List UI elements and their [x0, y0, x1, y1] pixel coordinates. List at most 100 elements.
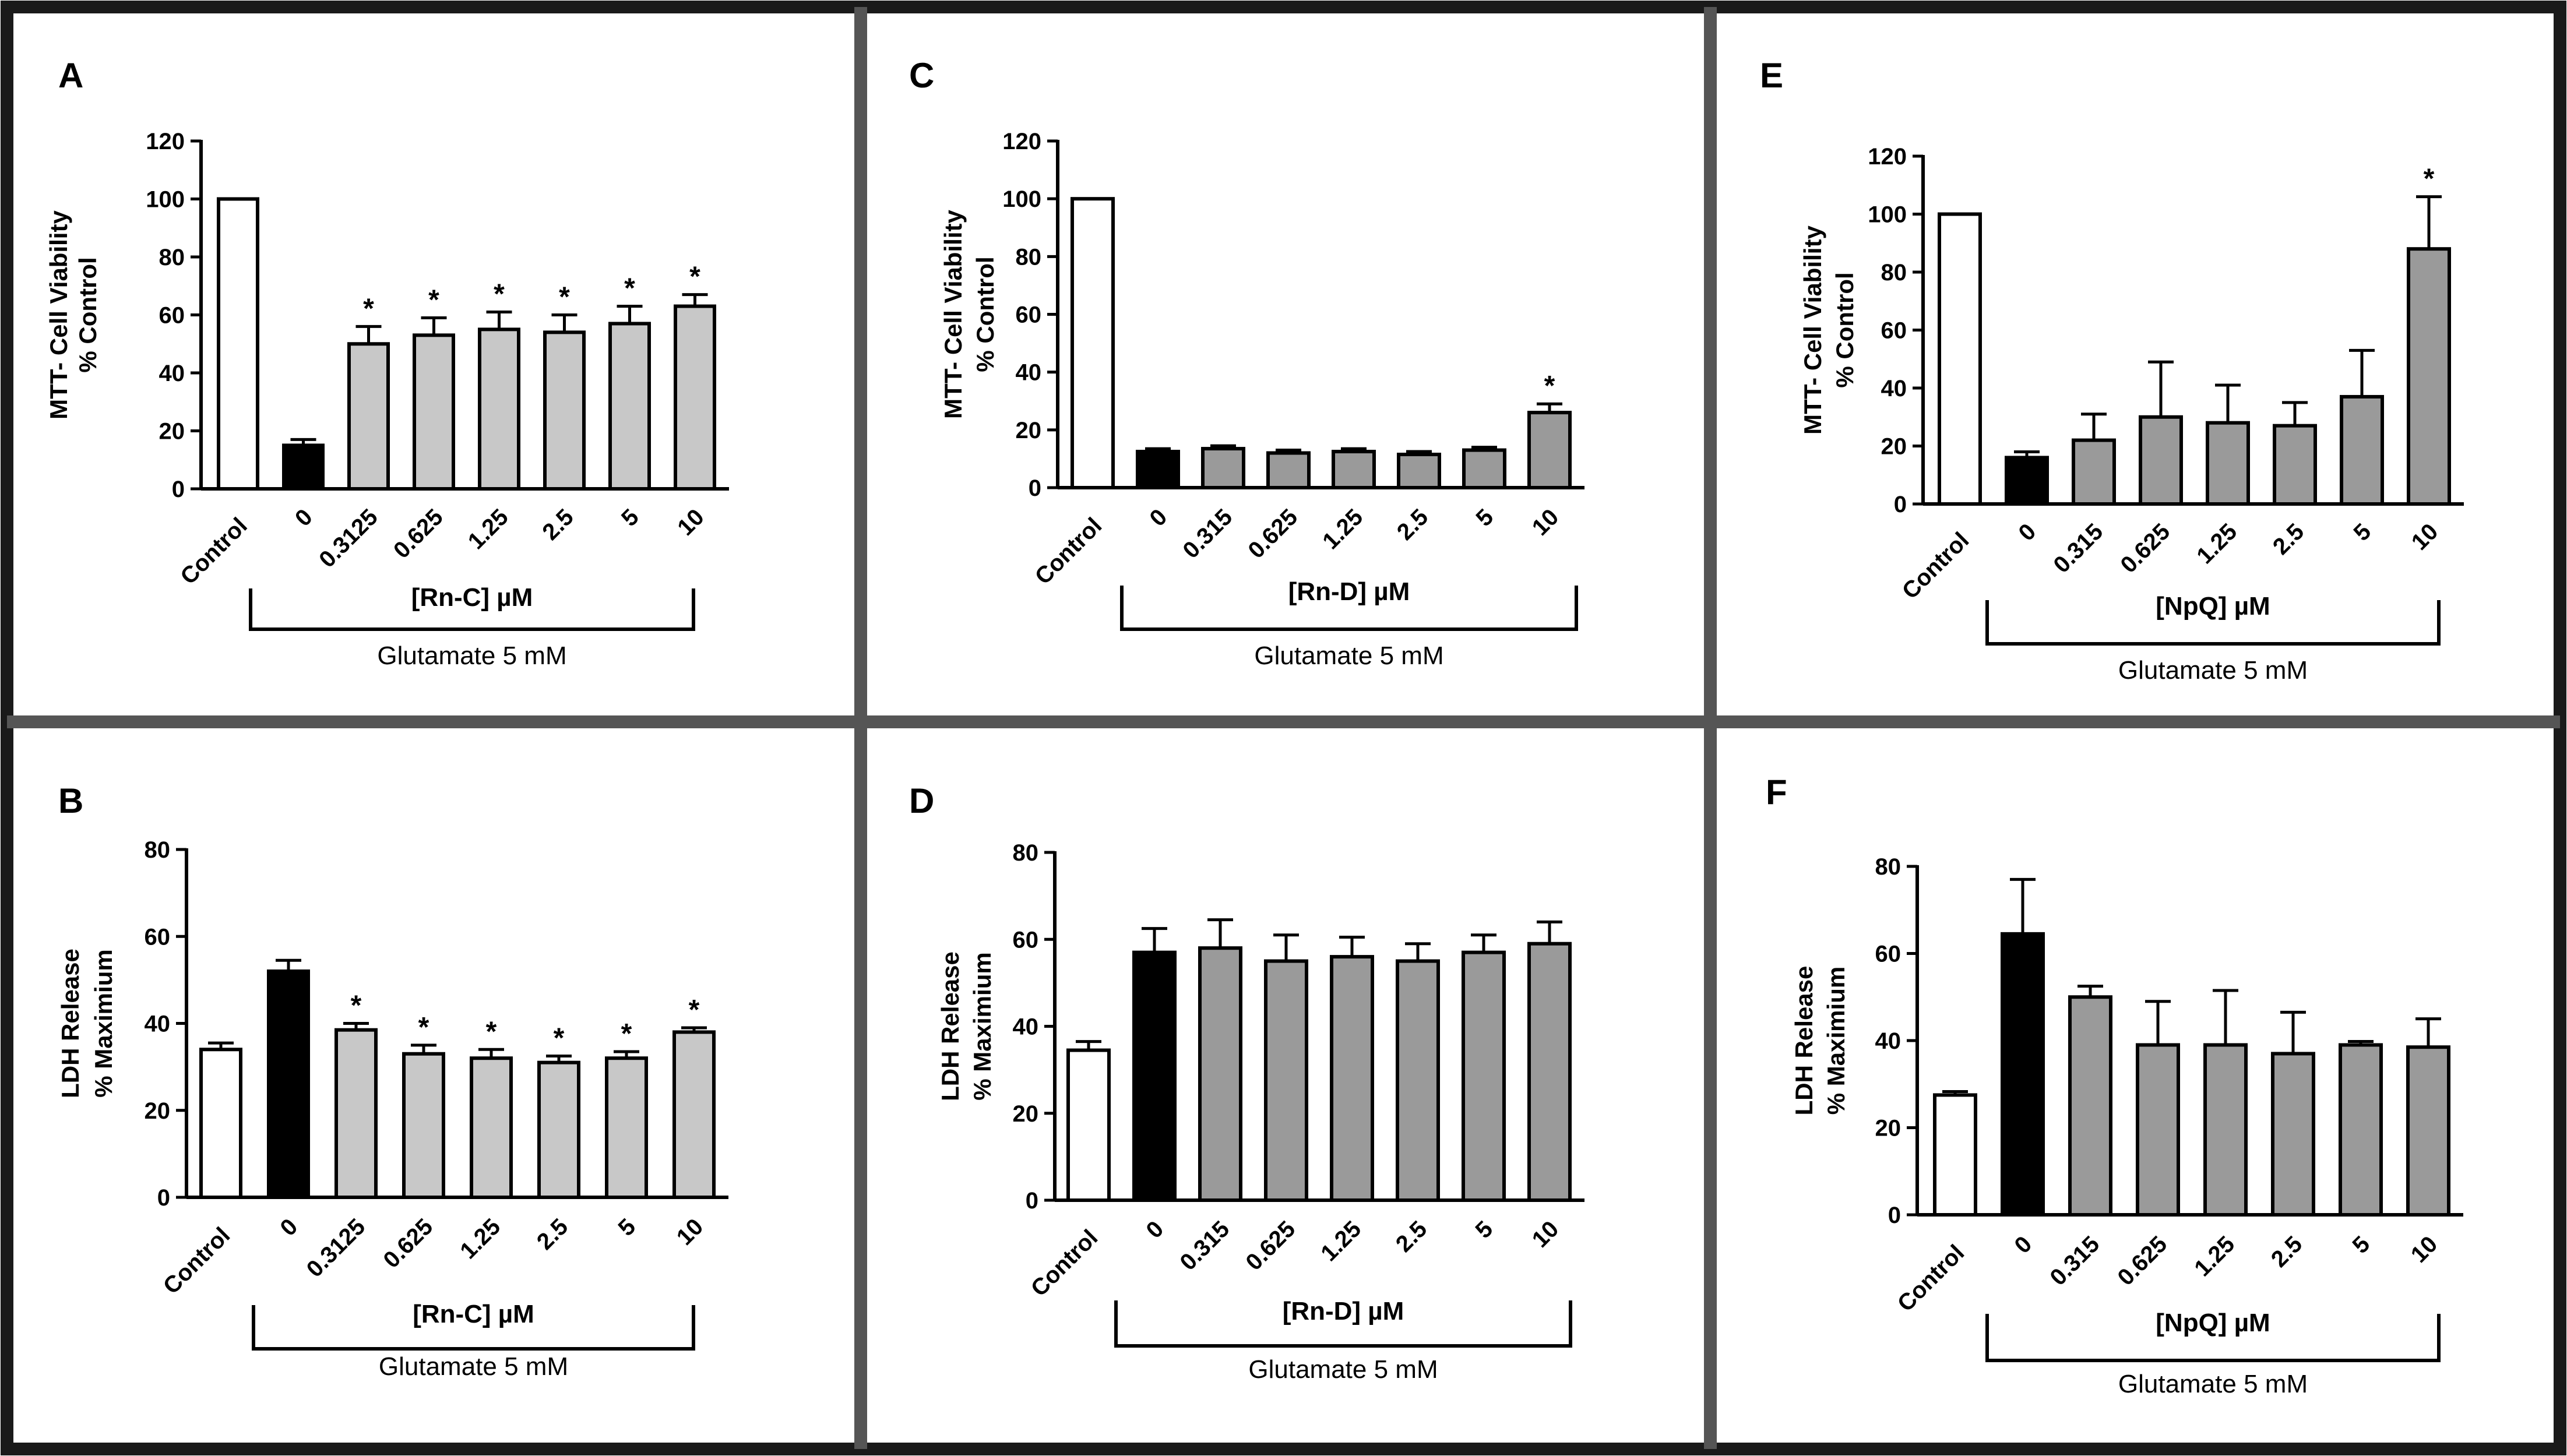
bar [282, 443, 325, 491]
significance-marker: * [486, 1016, 497, 1047]
significance-marker: * [554, 1023, 565, 1053]
x-tick-label: Control [1893, 1240, 1970, 1317]
y-tick-label: 100 [146, 187, 185, 213]
bar [1071, 197, 1115, 489]
x-tick-label: Control [159, 1222, 235, 1299]
x-tick-label: 0 [290, 504, 318, 531]
y-tick-label: 80 [145, 837, 171, 863]
bar [1462, 448, 1506, 490]
panel-label: F [1766, 773, 1787, 812]
panel-label: E [1760, 56, 1783, 95]
y-axis-label: LDH Release [936, 951, 964, 1101]
bar [402, 1052, 445, 1200]
x-tick-label: 2.5 [2268, 519, 2309, 559]
y-axis-label: MTT- Cell Viability [45, 210, 72, 419]
bar [347, 342, 390, 491]
x-tick-label: 0.625 [1241, 1216, 1300, 1275]
bracket-label: Glutamate 5 mM [1248, 1355, 1438, 1384]
y-tick-label: 80 [1875, 854, 1902, 880]
x-tick-label: 0.315 [2048, 519, 2108, 578]
y-tick-label: 120 [1868, 144, 1907, 170]
x-tick-label: 10 [672, 504, 709, 541]
x-tick-label: 5 [617, 504, 644, 531]
y-tick-label: 60 [1016, 302, 1042, 328]
bar [1330, 955, 1374, 1202]
y-tick-label: 100 [1002, 186, 1041, 212]
bar [608, 322, 651, 491]
x-tick-label: 0 [1142, 1216, 1169, 1243]
x-tick-label: 1.25 [2192, 519, 2242, 569]
x-tick-label: 5 [2349, 519, 2376, 546]
x-tick-label: 2.5 [2266, 1231, 2307, 1272]
y-tick-label: 100 [1868, 202, 1907, 228]
x-tick-label: 0 [276, 1214, 303, 1241]
y-axis-label-line2: % Maximium [969, 952, 996, 1100]
x-axis-label: [NpQ] µM [2156, 1309, 2270, 1337]
treatment-bracket [249, 588, 695, 631]
x-axis-label: [Rn-C] µM [413, 1300, 534, 1328]
y-tick-label: 0 [1888, 1203, 1901, 1228]
treatment-bracket [1114, 1300, 1572, 1348]
bar [2203, 1043, 2248, 1217]
x-tick-label: 2.5 [1391, 1216, 1432, 1257]
x-tick-label: 10 [1527, 504, 1564, 541]
bar [2139, 415, 2183, 506]
x-tick-label: 0 [1145, 504, 1172, 531]
x-axis-label: [Rn-D] µM [1283, 1297, 1404, 1325]
panel-label: A [58, 56, 83, 95]
y-axis-label: LDH Release [1790, 966, 1818, 1116]
y-axis-label-line2: % Maximium [1822, 967, 1850, 1115]
bar [267, 969, 310, 1199]
x-axis-label: [Rn-D] µM [1288, 577, 1410, 606]
significance-marker: * [621, 1018, 632, 1049]
y-tick-label: 0 [172, 477, 185, 502]
bar [217, 197, 259, 491]
y-tick-label: 60 [145, 924, 171, 950]
bar [2072, 438, 2116, 506]
treatment-bracket [1985, 1314, 2441, 1362]
bar [2136, 1043, 2180, 1217]
bracket-label: Glutamate 5 mM [379, 1352, 568, 1381]
bracket-label: Glutamate 5 mM [2118, 1370, 2308, 1398]
x-tick-label: 5 [614, 1214, 641, 1241]
x-tick-label: 0.625 [2115, 519, 2175, 578]
y-tick-label: 80 [1881, 260, 1907, 285]
y-tick-label: 40 [1881, 376, 1907, 401]
y-axis-label-line2: % Control [74, 257, 101, 372]
y-tick-label: 40 [1013, 1014, 1039, 1040]
x-tick-label: 0.625 [378, 1214, 438, 1273]
x-tick-label: 1.25 [455, 1214, 505, 1264]
x-tick-label: 10 [672, 1214, 709, 1250]
significance-marker: * [689, 995, 700, 1025]
y-tick-label: 20 [145, 1098, 171, 1124]
bracket-label: Glutamate 5 mM [1254, 641, 1443, 670]
x-tick-label: 0.315 [1175, 1216, 1234, 1275]
y-axis-label-line2: % Control [1831, 272, 1858, 387]
bar [478, 327, 520, 491]
significance-marker: * [428, 284, 439, 315]
bar [2206, 421, 2250, 506]
x-tick-label: 0.3125 [314, 504, 383, 573]
bar [543, 330, 586, 491]
panel-label: D [909, 781, 934, 820]
bar [2273, 424, 2317, 506]
y-tick-label: 40 [159, 361, 185, 386]
x-tick-label: 1.25 [1316, 1216, 1366, 1266]
bar [413, 333, 455, 491]
bar [470, 1056, 513, 1199]
x-tick-label: 1.25 [2189, 1231, 2239, 1281]
x-tick-label: 0 [2014, 519, 2041, 546]
y-axis-label: LDH Release [57, 949, 84, 1098]
significance-marker: * [1544, 371, 1555, 401]
y-tick-label: 0 [1026, 1188, 1038, 1214]
y-axis-label-line2: % Control [971, 256, 999, 372]
y-tick-label: 20 [159, 419, 185, 445]
bar [1938, 212, 1982, 506]
x-axis-label: [Rn-C] µM [411, 583, 533, 612]
x-tick-label: 1.25 [1318, 504, 1368, 554]
significance-marker: * [418, 1012, 429, 1043]
bar [1462, 950, 1506, 1202]
significance-marker: * [624, 273, 635, 304]
x-tick-label: 10 [2406, 1231, 2443, 1268]
